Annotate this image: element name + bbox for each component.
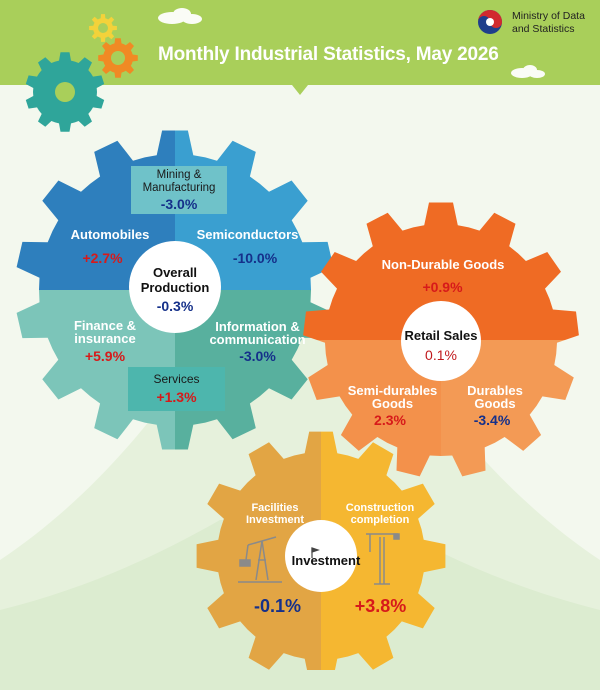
finance-value: +5.9%	[84, 348, 126, 364]
investment-center-label: Investment	[291, 553, 361, 568]
mining-box	[131, 166, 227, 214]
construction-label-line2: completion	[350, 514, 410, 526]
construction-value: +3.8%	[354, 596, 407, 616]
semiconductors-value: -10.0%	[232, 250, 278, 266]
mining-value: -3.0%	[160, 196, 198, 212]
automobiles-value: +2.7%	[82, 250, 123, 266]
finance-label-line2: insurance	[74, 331, 136, 346]
nondurable-value: +0.9%	[422, 279, 463, 295]
info-label-line1: Information &	[215, 319, 300, 334]
oil-pump-icon	[238, 536, 282, 583]
durable-value: -3.4%	[473, 412, 511, 428]
semidurable-label-line2: Goods	[371, 396, 414, 411]
info-value: -3.0%	[239, 348, 276, 364]
finance-label-line1: Finance &	[73, 318, 137, 333]
semiconductors-label: Semiconductors	[196, 227, 299, 242]
info-label: Information & communication	[200, 320, 315, 346]
facilities-label: Facilities Investment	[235, 502, 315, 526]
services-label: Services	[153, 372, 200, 386]
retail-center-label: Retail Sales	[404, 328, 478, 343]
ministry-name-line1: Ministry of Data	[512, 10, 585, 22]
gear-icon	[98, 38, 138, 78]
investment-center	[285, 520, 357, 592]
finance-label: Finance & insurance	[55, 319, 155, 345]
construction-label: Construction completion	[335, 502, 425, 526]
header-band	[0, 0, 600, 85]
durable-label-line2: Goods	[474, 396, 516, 411]
retail-center-value: 0.1%	[425, 347, 457, 363]
durable-label: Durables Goods	[455, 384, 535, 410]
facilities-value: -0.1%	[253, 596, 302, 616]
mining-label: Mining & Manufacturing	[131, 169, 227, 195]
gear-icon	[89, 14, 117, 42]
production-center-label: Overall Production	[130, 265, 220, 295]
semidurable-label: Semi-durables Goods	[340, 384, 445, 410]
crane-icon	[366, 533, 400, 585]
cloud-icon	[511, 65, 545, 78]
facilities-label-line1: Facilities	[251, 502, 299, 514]
retail-center	[401, 301, 481, 381]
production-center-line2: Production	[140, 280, 210, 295]
gear-icon	[25, 52, 105, 132]
durable-label-line1: Durables	[467, 383, 523, 398]
info-label-line2: communication	[209, 332, 306, 347]
header-pointer	[292, 85, 308, 95]
automobiles-label: Automobiles	[70, 227, 150, 242]
services-box	[128, 367, 225, 411]
production-center-line1: Overall	[152, 265, 198, 280]
production-center	[129, 241, 221, 333]
ministry-name-line2: and Statistics	[512, 23, 575, 35]
mining-label-line2: Manufacturing	[142, 182, 216, 194]
cloud-icon	[158, 8, 202, 24]
facilities-label-line2: Investment	[245, 514, 305, 526]
services-value: +1.3%	[156, 389, 197, 405]
semidurable-label-line1: Semi-durables	[347, 383, 438, 398]
production-center-value: -0.3%	[156, 298, 194, 314]
nondurable-label: Non-Durable Goods	[381, 257, 505, 272]
mining-label-line1: Mining &	[156, 169, 202, 181]
construction-label-line1: Construction	[345, 502, 415, 514]
semidurable-value: 2.3%	[374, 412, 406, 428]
page-title: Monthly Industrial Statistics, May 2026	[158, 44, 499, 65]
ministry-name: Ministry of Data and Statistics	[512, 10, 598, 36]
flag-icon	[311, 547, 320, 558]
ministry-logo-icon	[478, 10, 502, 34]
